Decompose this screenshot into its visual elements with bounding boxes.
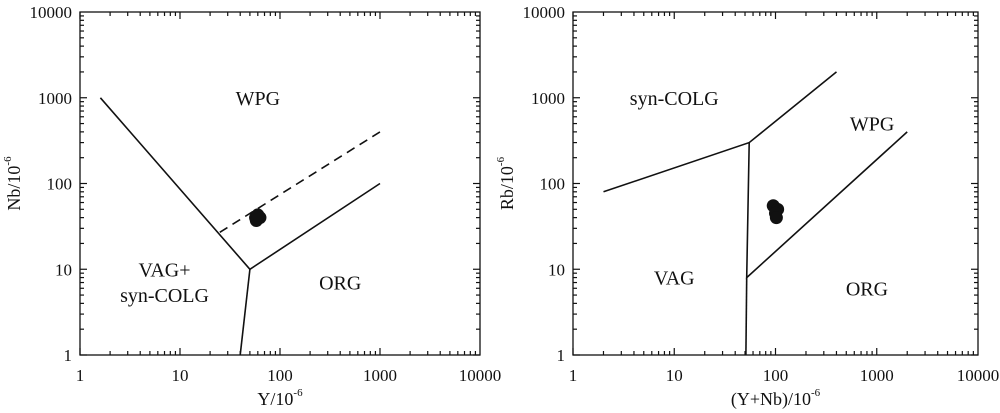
region-label: syn-COLG — [630, 88, 719, 110]
y-axis-label-exponent: -6 — [2, 156, 14, 166]
y-tick-label: 10 — [55, 260, 72, 279]
region-label: VAG — [654, 268, 695, 290]
x-axis-label-exponent: -6 — [811, 387, 821, 399]
x-tick-label: 10 — [666, 366, 683, 385]
y-axis-label-exponent: -6 — [495, 156, 507, 166]
y-tick-label: 1 — [64, 346, 73, 365]
y-tick-label: 1 — [557, 346, 566, 365]
data-point — [251, 208, 265, 222]
x-tick-label: 10000 — [459, 366, 502, 385]
x-tick-label: 100 — [763, 366, 789, 385]
y-tick-label: 1000 — [38, 89, 72, 108]
plot-frame — [572, 11, 979, 356]
y-tick-label: 10 — [548, 260, 565, 279]
x-tick-label: 1 — [76, 366, 85, 385]
y-axis-label: Rb/10-6 — [495, 156, 517, 210]
y-tick-label: 100 — [540, 175, 566, 194]
y-tick-label: 10000 — [30, 3, 73, 22]
x-axis-label: (Y+Nb)/10-6 — [731, 387, 821, 410]
boundary-line — [745, 277, 748, 356]
x-tick-label: 10000 — [957, 366, 1000, 385]
region-label: WPG — [236, 88, 280, 110]
y-tick-label: 100 — [47, 175, 73, 194]
y-axis-label: Nb/10-6 — [2, 156, 24, 211]
x-axis-label: Y/10-6 — [257, 387, 303, 409]
y-tick-label: 10000 — [523, 3, 566, 22]
boundary-line — [239, 269, 251, 356]
data-point — [769, 211, 783, 225]
x-tick-label: 100 — [267, 366, 293, 385]
panel-rb-vs-ynb: 1 10 100 1000 10000 1 10 100 1000 10000 (Y+Nb)/10-… — [495, 3, 999, 410]
region-label: ORG — [846, 278, 888, 300]
region-label: WPG — [850, 114, 894, 136]
panel-nb-vs-y: 1 10 100 1000 10000 1 10 100 1000 10000 Y/10-6 Nb/1… — [2, 3, 501, 409]
boundary-line — [99, 97, 381, 271]
y-tick-label: 1000 — [531, 89, 565, 108]
region-label: ORG — [319, 273, 361, 295]
x-tick-label: 1000 — [363, 366, 397, 385]
x-tick-label: 10 — [172, 366, 189, 385]
x-axis-label-exponent: -6 — [293, 387, 303, 399]
region-label: syn-COLG — [120, 285, 209, 307]
dashed-boundary-line — [219, 131, 381, 233]
x-tick-label: 1000 — [860, 366, 894, 385]
region-label: VAG+ — [138, 259, 190, 281]
x-tick-label: 1 — [569, 366, 578, 385]
